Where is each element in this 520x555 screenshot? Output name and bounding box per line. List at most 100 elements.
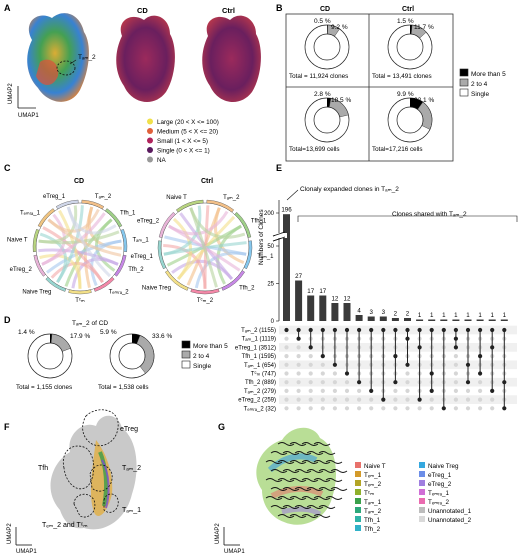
donuts-d: 1.4 % 17.9 % Total = 1,155 clones 5.9 % 33.6…	[16, 329, 172, 391]
chord-diagram-cd: Tₐₘ_2 Tfh_1 Tₐₘ_1 Tfh_2 Tₑₘᵣₐ_2 Tᶜₘ Naive Treg…	[7, 194, 149, 304]
streamline	[306, 487, 324, 491]
upset-row-label: Tₐₘ_2 (1155)	[241, 328, 276, 334]
streamline	[289, 442, 307, 446]
bar-5	[331, 303, 339, 321]
bar-value-label: 1	[478, 312, 482, 319]
d-donut-total: Total = 1,538 cells	[98, 384, 149, 391]
panel-letter-g: G	[218, 422, 225, 432]
matrix-dot	[393, 397, 398, 402]
matrix-dot	[453, 362, 458, 367]
e-ylabel: Numbers of Clones	[258, 209, 265, 265]
legend-d-label: More than 5	[193, 343, 228, 350]
bar-value-label: 17	[307, 288, 314, 295]
matrix-dot	[357, 406, 362, 411]
legend-g-swatch	[355, 516, 361, 522]
bar-value-label: 12	[331, 296, 338, 303]
legend-g-label: Unannotated_2	[428, 517, 472, 524]
matrix-dot	[320, 380, 325, 385]
legend-g-swatch	[355, 462, 361, 468]
matrix-dot	[308, 397, 313, 402]
chord-sector	[32, 228, 40, 253]
legend-g-swatch	[419, 462, 425, 468]
matrix-dot	[296, 388, 301, 393]
bar-15	[452, 319, 460, 321]
chord-diagram-ctrl: Tₐₘ_2 Tfh_1 Tₐₘ_1 Tfh_2 Tᶜₘ_2 Naive Treg eTreg…	[131, 195, 274, 304]
chord-label: Naive T	[7, 237, 28, 243]
matrix-dot	[284, 406, 289, 411]
legend-g-swatch	[419, 498, 425, 504]
legend-d-label: 2 to 4	[193, 353, 210, 360]
matrix-dot	[284, 345, 289, 350]
legend-b-label: 2 to 4	[471, 81, 488, 88]
d-donut-small-pct: 1.4 %	[18, 329, 35, 336]
axis-label-umap1-f: UMAP1	[16, 549, 37, 555]
bar-1	[283, 214, 290, 321]
panel-letter-e: E	[276, 163, 282, 173]
matrix-dot	[393, 388, 398, 393]
velocity-streamlines	[265, 442, 348, 518]
legend-g-label: eTreg_1	[428, 472, 452, 479]
matrix-dot	[308, 380, 313, 385]
matrix-dot	[490, 397, 495, 402]
f-tfh-region	[62, 445, 95, 490]
e-annot-shared: Clones shared with Tₐₘ_2	[392, 211, 467, 218]
bar-value-label: 1	[418, 312, 422, 319]
donut-slice-more-than-5	[410, 25, 413, 35]
bar-10	[391, 318, 399, 321]
matrix-dot	[478, 406, 483, 411]
bar-value-label: 3	[382, 309, 386, 316]
legend-g-label: Tₑₘᵣₐ_2	[428, 499, 449, 506]
b-donut-total: Total=13,699 cells	[289, 146, 340, 153]
chord-label: Tfh_2	[239, 286, 255, 292]
streamline	[318, 469, 336, 473]
matrix-dot	[453, 380, 458, 385]
chord-sector	[120, 228, 128, 253]
legend-a-label: Small (1 < X <= 5)	[157, 138, 208, 145]
axis-break-mark	[272, 231, 286, 242]
matrix-dot	[405, 406, 410, 411]
matrix-dot	[405, 388, 410, 393]
upset-row-label: Tᶜₘ (747)	[251, 372, 276, 378]
legend-g-label: Tₑₘ_1	[364, 472, 382, 479]
streamline	[277, 496, 295, 500]
matrix-dot	[429, 406, 434, 411]
streamline	[265, 496, 283, 500]
y-tick-label: 25	[267, 282, 274, 288]
bar-value-label: 1	[466, 312, 470, 319]
matrix-dot	[320, 406, 325, 411]
streamline	[289, 460, 307, 464]
matrix-dot	[284, 380, 289, 385]
legend-d-swatch	[181, 340, 191, 349]
streamline	[325, 478, 343, 482]
legend-g-label: eTreg_2	[428, 481, 452, 488]
bar-value-label: 1	[490, 312, 494, 319]
panel-letter-c: C	[4, 163, 11, 173]
legend-a: Large (20 < X <= 100) Medium (5 < X <= 20…	[147, 118, 219, 164]
bar-value-label: 1	[503, 312, 507, 319]
chord-sector	[93, 276, 115, 292]
chord-sector	[157, 240, 167, 270]
bar-13	[428, 319, 436, 321]
legend-g-label: Tfh_1	[364, 517, 381, 524]
chord-sector	[221, 270, 246, 291]
matrix-stripe	[279, 343, 517, 352]
d-donut-total: Total = 1,155 clones	[16, 384, 72, 391]
streamline	[277, 514, 295, 518]
streamline	[282, 487, 300, 491]
e-annot-expanded: Clonaly expanded clones in Tₐₘ_2	[300, 186, 399, 193]
matrix-dot	[332, 397, 337, 402]
chord-sector	[206, 199, 235, 213]
legend-g-swatch	[419, 489, 425, 495]
matrix-dot	[344, 397, 350, 402]
panel-b-frame	[285, 13, 454, 162]
matrix-dot	[369, 397, 374, 402]
bar-7	[355, 315, 363, 321]
b-donut-small-pct: 1.5 %	[397, 18, 414, 25]
bar-3	[307, 295, 315, 321]
streamline	[325, 496, 343, 500]
d-title: Tₐₘ_2 of CD	[72, 320, 108, 327]
matrix-dot	[308, 406, 313, 411]
donut-hole	[396, 33, 424, 61]
bar-value-label: 196	[281, 207, 292, 214]
